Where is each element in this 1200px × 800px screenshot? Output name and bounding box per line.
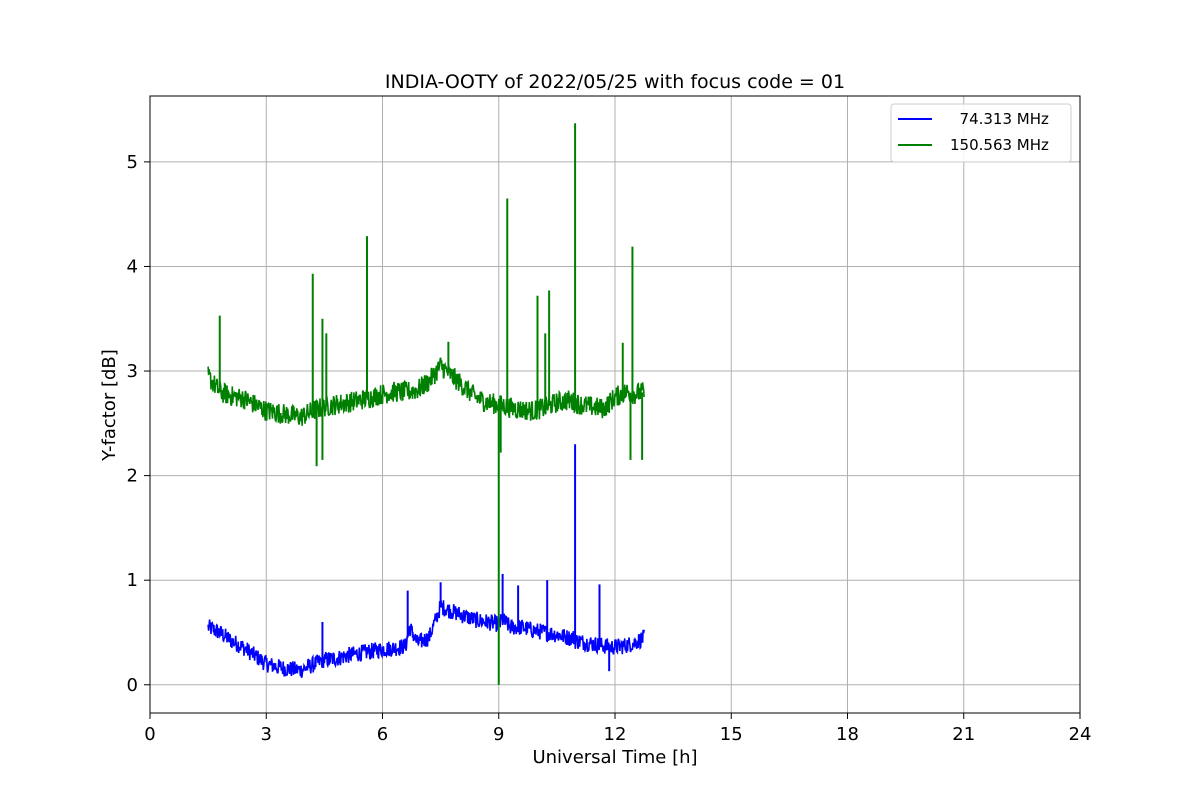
x-tick-label: 12 <box>604 724 627 745</box>
x-tick-label: 18 <box>836 724 859 745</box>
x-tick-label: 24 <box>1069 724 1092 745</box>
y-tick-label: 3 <box>127 361 138 382</box>
legend-label-series-2: 150.563 MHz <box>950 136 1049 154</box>
y-tick-label: 0 <box>127 675 138 696</box>
x-tick-label: 15 <box>720 724 743 745</box>
series-2-line <box>207 357 645 426</box>
x-tick-label: 6 <box>377 724 388 745</box>
legend: 74.313 MHz 150.563 MHz <box>890 103 1072 163</box>
x-tick-label: 9 <box>493 724 504 745</box>
x-tick-label: 0 <box>144 724 155 745</box>
y-axis-title: Y-factor [dB] <box>99 349 120 462</box>
y-tick-label: 1 <box>127 570 138 591</box>
y-tick-label: 5 <box>127 152 138 173</box>
chart-title: INDIA-OOTY of 2022/05/25 with focus code… <box>385 71 845 93</box>
y-axis: 0 1 2 3 4 5 <box>127 152 150 696</box>
legend-box <box>890 103 1072 163</box>
x-tick-label: 21 <box>952 724 975 745</box>
legend-label-series-1: 74.313 MHz <box>950 110 1049 128</box>
series-2 <box>207 123 645 685</box>
y-tick-label: 2 <box>127 466 138 487</box>
series-1 <box>207 444 645 679</box>
series-1-line <box>207 600 645 679</box>
x-axis-title: Universal Time [h] <box>532 747 697 768</box>
y-tick-label: 4 <box>127 256 138 277</box>
series-layer <box>207 123 645 685</box>
x-axis: 0 3 6 9 12 15 18 21 24 <box>144 713 1091 745</box>
x-tick-label: 3 <box>261 724 272 745</box>
